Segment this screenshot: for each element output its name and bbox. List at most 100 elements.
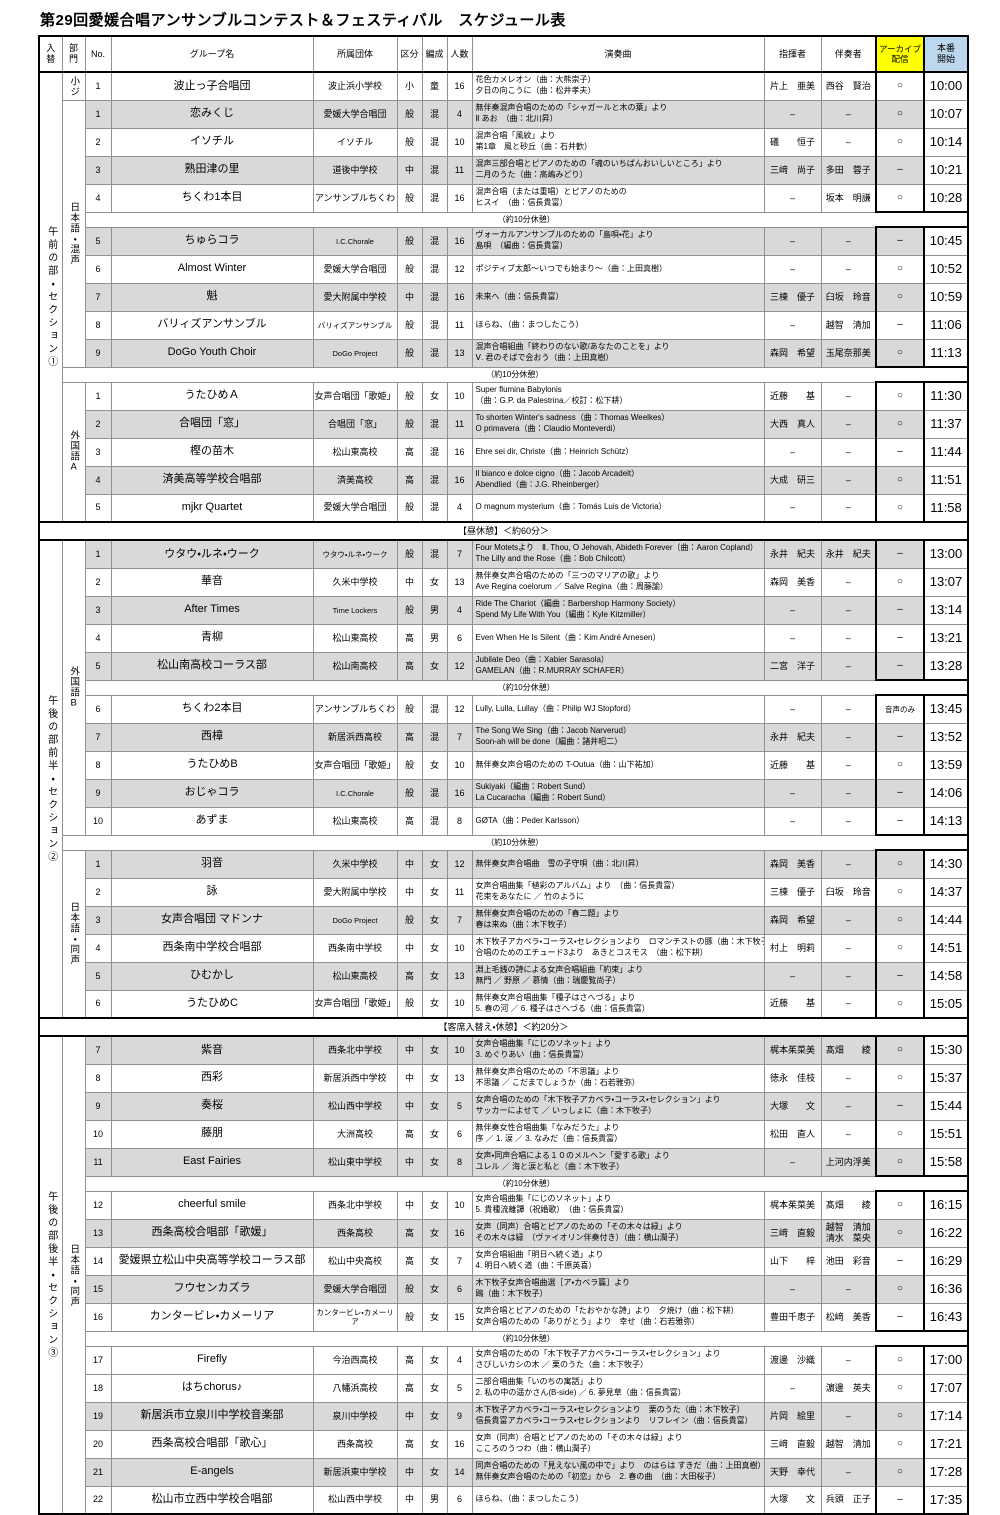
row-number-cell: 19 xyxy=(84,1401,112,1431)
section-label: 午前の部・セクション① xyxy=(45,225,57,369)
col-header-kubun: 区分 xyxy=(396,35,423,73)
category-cell: 高 xyxy=(396,1119,423,1149)
ensemble-type-cell: 女 xyxy=(421,1457,448,1487)
song-line: 女声合唱とピアノのための「たおやかな詩」より 夕焼け（曲：松下耕） xyxy=(475,1306,739,1316)
col-header-group: グループ名 xyxy=(110,35,314,73)
song-line: Ⅱ あお （曲：北川昇） xyxy=(475,114,558,123)
song-line: 無伴奏女声合唱のための「初恋」から 2. 春の曲 （曲：大田桜子） xyxy=(475,1472,721,1481)
song-line: 混声合唱（または重唱）とピアノのための xyxy=(475,187,627,197)
organization-cell: 西条南中学校 xyxy=(312,933,398,963)
category-cell: 中 xyxy=(396,1485,423,1515)
table-row: 11 East Fairies 松山東中学校中女 8 女声・同声合唱による１０のメルヘン… xyxy=(39,1147,969,1177)
group-name-cell: うたひめC xyxy=(110,989,314,1019)
ensemble-type-cell: 女 xyxy=(421,1147,448,1177)
archive-cell: – xyxy=(875,539,925,569)
song-line: 5. 春の河 ／ 6. 種子はさへづる（曲：信長貴富） xyxy=(475,1003,650,1013)
table-row: 8 バリィズアンサンブル バリィズアンサンブル般混 11 ほらね、（曲：まつしたこう） –… xyxy=(39,310,969,340)
organization-cell: アンサンブルちくわ xyxy=(312,694,398,724)
song-line: 同声合唱のための「見えない風の中で」より のはらは すきだ（曲：上田真樹） xyxy=(475,1461,764,1471)
start-time-cell: 17:35 xyxy=(923,1485,969,1515)
member-count-cell: 16 xyxy=(446,183,473,213)
category-cell: 高 xyxy=(396,1218,423,1248)
category-cell: 般 xyxy=(396,493,423,523)
accompanist-cell: 臼坂 玲音 xyxy=(820,877,877,907)
member-count-cell: 16 xyxy=(446,226,473,256)
category-cell: 般 xyxy=(396,183,423,213)
group-name-cell: East Fairies xyxy=(110,1147,314,1177)
category-cell: 高 xyxy=(396,651,423,681)
song-cell: 女声合唱とピアノのための「たおやかな詩」より 夕焼け（曲：松下耕） 女声合唱のため… xyxy=(471,1302,765,1332)
conductor-cell: – xyxy=(763,623,822,653)
ensemble-type-cell: 混 xyxy=(421,127,448,157)
conductor-cell: – xyxy=(763,226,822,256)
table-row: 22 松山市立西中学校合唱部 松山西中学校中男 6 ほらね、（曲：まつしたこう） 大塚 文… xyxy=(39,1485,969,1515)
member-count-cell: 6 xyxy=(446,1119,473,1149)
archive-cell: – xyxy=(875,437,925,467)
organization-cell: 八幡浜高校 xyxy=(312,1373,398,1403)
organization-cell: 女声合唱団「歌姫」 xyxy=(312,381,398,411)
category-cell: 般 xyxy=(396,989,423,1019)
start-time-cell: 10:59 xyxy=(923,282,969,312)
organization-cell: 泉川中学校 xyxy=(312,1401,398,1431)
archive-cell: ○ xyxy=(875,493,925,523)
ensemble-type-cell: 女 xyxy=(421,1274,448,1304)
table-row: 5 ひむかし 松山東高校高女 13 淵上毛銭の詩による女声合唱組曲「約束」より 無門 ／ … xyxy=(39,961,969,991)
start-time-cell: 13:21 xyxy=(923,623,969,653)
row-number-cell: 4 xyxy=(84,465,112,495)
song-line: ポジティブ太郎～いつでも始まり～（曲：上田真樹） xyxy=(475,263,668,273)
archive-cell: ○ xyxy=(875,567,925,597)
song-line: Even When He Is Silent（曲：Kim André Arnes… xyxy=(475,632,661,642)
song-line: Super flumina Babylonis xyxy=(475,385,562,395)
archive-cell: ○ xyxy=(875,99,925,129)
start-time-cell: 11:37 xyxy=(923,409,969,439)
conductor-cell: 山下 梓 xyxy=(763,1246,822,1276)
archive-cell: – xyxy=(875,722,925,752)
start-time-cell: 10:21 xyxy=(923,155,969,185)
song-line: La Cucaracha（編曲：Robert Sund） xyxy=(475,793,611,802)
row-number-cell: 6 xyxy=(84,254,112,284)
col-header-conductor: 指揮者 xyxy=(763,35,822,73)
group-name-cell: 新居浜市立泉川中学校音楽部 xyxy=(110,1401,314,1431)
song-line: （曲：G.P. da Palestrina／校訂：松下耕） xyxy=(475,396,628,405)
conductor-cell: 礒 恒子 xyxy=(763,127,822,157)
member-count-cell: 12 xyxy=(446,254,473,284)
table-row: 2 合唱団「窓」 合唱団「窓」般混 11 To shorten Winter's sad… xyxy=(39,409,969,439)
song-cell: 無伴奏女声合唱曲 雪の子守唄（曲：北川昇） xyxy=(471,849,765,879)
start-time-cell: 10:52 xyxy=(923,254,969,284)
song-line: O primavera（曲：Claudio Monteverdi） xyxy=(475,424,621,433)
song-cell: 淵上毛銭の詩による女声合唱組曲「約束」より 無門 ／ 野原 ／ 慕情（曲：瑞慶覧尚… xyxy=(471,961,765,991)
group-name-cell: 藤朋 xyxy=(110,1119,314,1149)
conductor-cell: 徳永 佳枝 xyxy=(763,1063,822,1093)
start-time-cell: 14:51 xyxy=(923,933,969,963)
song-line: さびしいカシの木 ／ 栗のうた（曲：木下牧子） xyxy=(475,1360,648,1369)
song-cell: 女声合唱曲集「にじのソネット」より 5. 貴種流離譚（祝婚歌） （曲：信長貴富） xyxy=(471,1190,765,1220)
category-cell: 高 xyxy=(396,437,423,467)
category-cell: 般 xyxy=(396,310,423,340)
organization-cell: 松山東高校 xyxy=(312,623,398,653)
song-cell: 女声・同声合唱による１０のメルヘン「愛する歌」より ユレル ／ 海と涙と私と（曲：… xyxy=(471,1147,765,1177)
song-cell: 木下牧子アカペラ・コーラス・セレクションより ロマンチストの豚（曲：木下牧子）合… xyxy=(471,933,765,963)
member-count-cell: 13 xyxy=(446,338,473,368)
row-number-cell: 7 xyxy=(84,1035,112,1065)
conductor-cell: 永井 紀夫 xyxy=(763,722,822,752)
song-line: 序 ／ 1. 涙 ／ 3. なみだ（曲：信長貴富） xyxy=(475,1134,623,1143)
song-line: サッカーによせて ／ いっしょに（曲：木下牧子） xyxy=(475,1106,656,1115)
start-time-cell: 15:58 xyxy=(923,1147,969,1177)
col-header-num: 人数 xyxy=(446,35,473,73)
song-line: 女声合唱のための「ありがとう」より 幸せ（曲：石若雅弥） xyxy=(475,1317,700,1326)
archive-cell: ○ xyxy=(875,282,925,312)
song-line: 木下牧子アカペラ・コーラス・セレクションより 栗のうた（曲：木下牧子） xyxy=(475,1405,745,1415)
song-cell: 二部合唱曲集「いのちの寓話」より 2. 私の中の遥かさん(B-side) ／ 6.… xyxy=(471,1373,765,1403)
song-cell: 混声合唱「風紋」より 第1章 風と砂丘（曲：石井歓） xyxy=(471,127,765,157)
break-label: 【客席入替え・休憩】＜約20分＞ xyxy=(38,1017,969,1037)
accompanist-cell: – xyxy=(820,567,877,597)
song-line: 無伴奏女声合唱曲 雪の子守唄（曲：北川昇） xyxy=(475,858,644,868)
member-count-cell: 15 xyxy=(446,1302,473,1332)
table-row: 4 済美高等学校合唱部 済美高校高混 16 Il bianco e dolce cign… xyxy=(39,465,969,495)
table-row: 2 イソチル イソチル般混 10 混声合唱「風紋」より 第1章 風と砂丘（曲：石井歓）礒 … xyxy=(39,127,969,157)
conductor-cell: 森岡 美香 xyxy=(763,567,822,597)
ensemble-type-cell: 女 xyxy=(421,1063,448,1093)
accompanist-cell: – xyxy=(820,623,877,653)
group-name-cell: あずま xyxy=(110,806,314,836)
song-cell: 混声合唱組曲「終わりのない歌/あなたのことを」より Ⅴ. 君のそばで会おう（曲：上… xyxy=(471,338,765,368)
